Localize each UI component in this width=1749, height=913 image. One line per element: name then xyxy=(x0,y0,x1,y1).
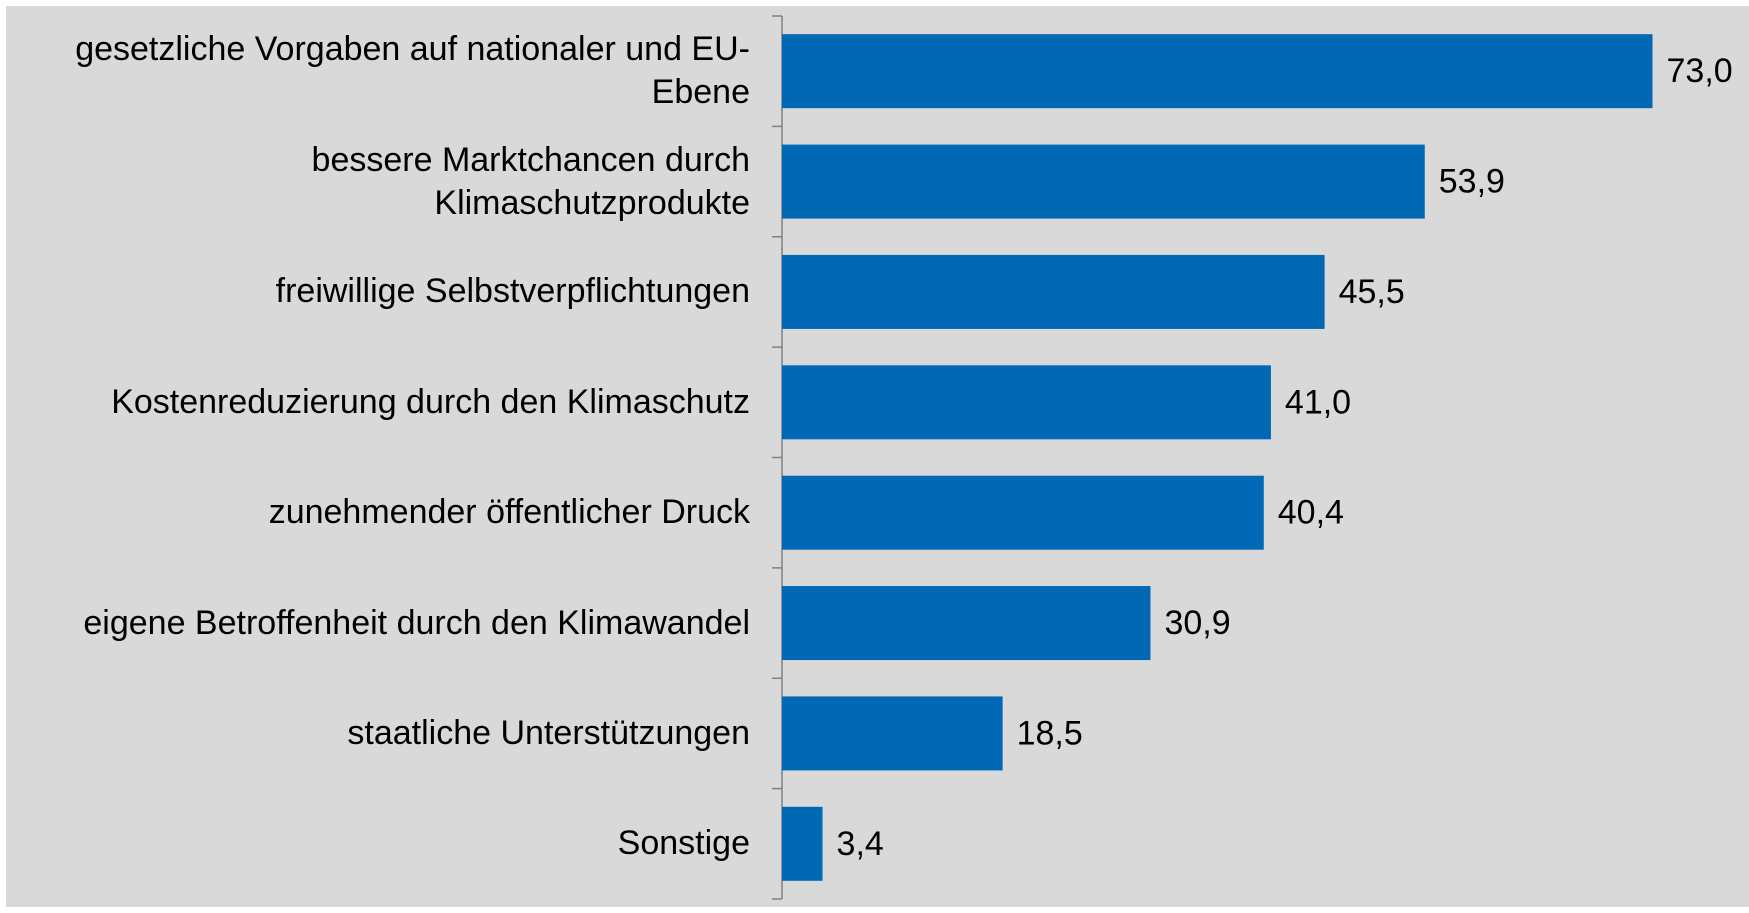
category-text: Kostenreduzierung durch den Klimaschutz xyxy=(111,382,750,421)
category-text: staatliche Unterstützungen xyxy=(347,713,750,752)
category-text: zunehmender öffentlicher Druck xyxy=(268,493,750,532)
category-text: Sonstige xyxy=(617,824,750,863)
y-tick-label: bessere Marktchancen durch Klimaschutzpr… xyxy=(0,126,750,236)
data-label: 41,0 xyxy=(1285,383,1351,421)
category-text: eigene Betroffenheit durch den Klimawand… xyxy=(83,603,750,642)
bar xyxy=(782,475,1264,550)
data-label: 30,9 xyxy=(1164,604,1230,642)
data-label: 18,5 xyxy=(1017,714,1083,752)
data-label: 3,4 xyxy=(837,825,884,863)
y-tick-label: zunehmender öffentlicher Druck xyxy=(0,458,750,568)
data-label: 40,4 xyxy=(1278,494,1344,532)
data-label: 45,5 xyxy=(1339,273,1405,311)
y-tick-label: Kostenreduzierung durch den Klimaschutz xyxy=(0,347,750,457)
bar xyxy=(782,144,1425,219)
category-text: freiwillige Selbstverpflichtungen xyxy=(275,272,750,311)
bar xyxy=(782,34,1653,109)
bar xyxy=(782,586,1151,661)
y-tick-label: Sonstige xyxy=(0,789,750,899)
y-tick-label: staatliche Unterstützungen xyxy=(0,678,750,788)
y-tick-label: gesetzliche Vorgaben auf nationaler und … xyxy=(0,16,750,126)
data-label: 53,9 xyxy=(1439,163,1505,201)
bar xyxy=(782,254,1325,329)
category-text: bessere Marktchancen durch Klimaschutzpr… xyxy=(311,140,750,222)
category-text: gesetzliche Vorgaben auf nationaler und … xyxy=(75,30,750,112)
data-label: 73,0 xyxy=(1667,52,1733,90)
y-tick-label: eigene Betroffenheit durch den Klimawand… xyxy=(0,568,750,678)
bar xyxy=(782,365,1271,440)
bar xyxy=(782,696,1003,771)
bar xyxy=(782,806,823,881)
y-tick-label: freiwillige Selbstverpflichtungen xyxy=(0,237,750,347)
